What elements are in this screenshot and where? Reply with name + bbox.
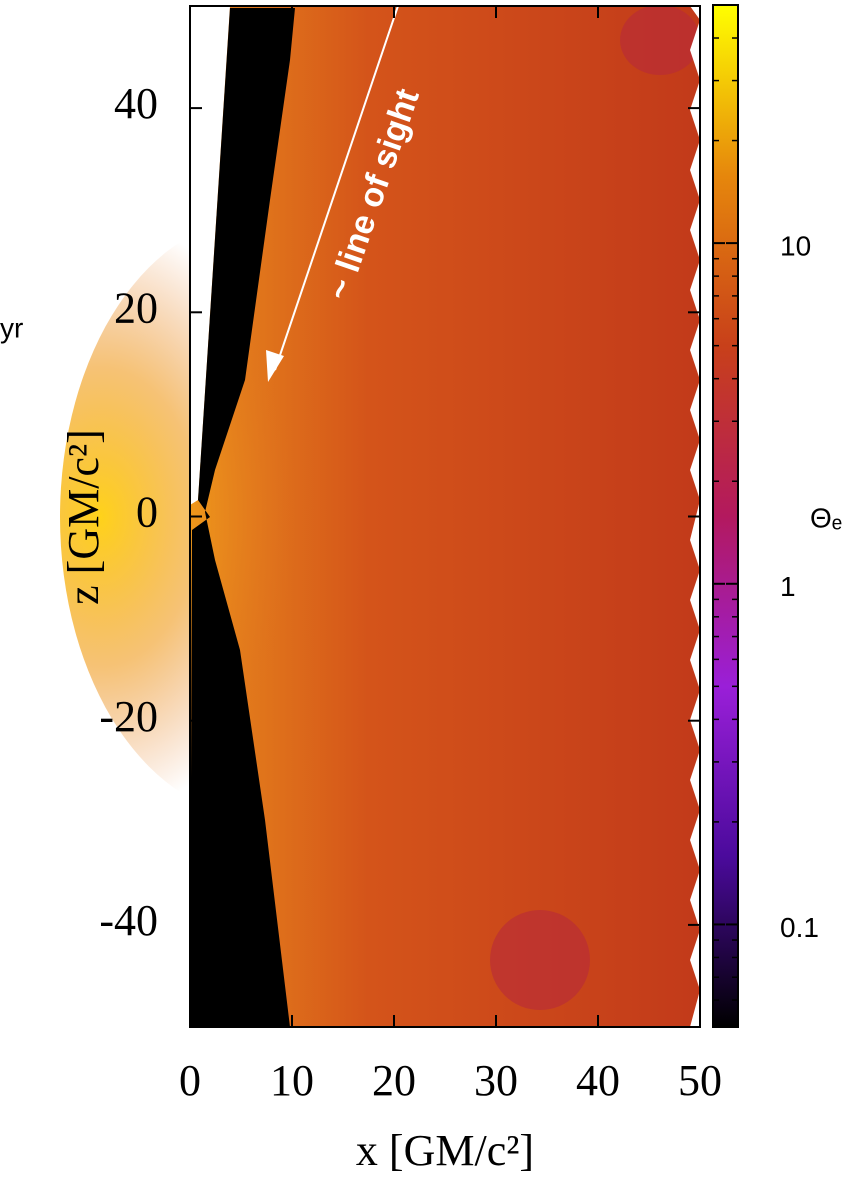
- x-tick-label: 50: [678, 1056, 722, 1105]
- y-tick-label: -20: [99, 692, 158, 741]
- x-tick-label: 40: [576, 1056, 620, 1105]
- x-tick-label: 10: [270, 1056, 314, 1105]
- colorbar-label: Θₑ: [810, 502, 842, 533]
- heatmap-field: [60, 0, 700, 1027]
- x-axis-label: x [GM/c²]: [356, 1126, 534, 1175]
- x-tick-label: 0: [179, 1056, 201, 1105]
- colorbar-tick-label: 1: [780, 571, 796, 602]
- x-tick-label: 20: [372, 1056, 416, 1105]
- x-tick-label: 30: [474, 1056, 518, 1105]
- y-axis-label: z [GM/c²]: [59, 429, 108, 605]
- colorbar-tick-label: 0.1: [780, 912, 819, 943]
- y-tick-label: 0: [136, 488, 158, 537]
- colorbar-tick-label: 10: [780, 231, 811, 262]
- y-tick-label: -40: [99, 896, 158, 945]
- y-tick-label: 20: [114, 283, 158, 332]
- colorbar: [712, 4, 739, 1028]
- side-text: yr: [0, 312, 23, 343]
- y-tick-label: 40: [114, 79, 158, 128]
